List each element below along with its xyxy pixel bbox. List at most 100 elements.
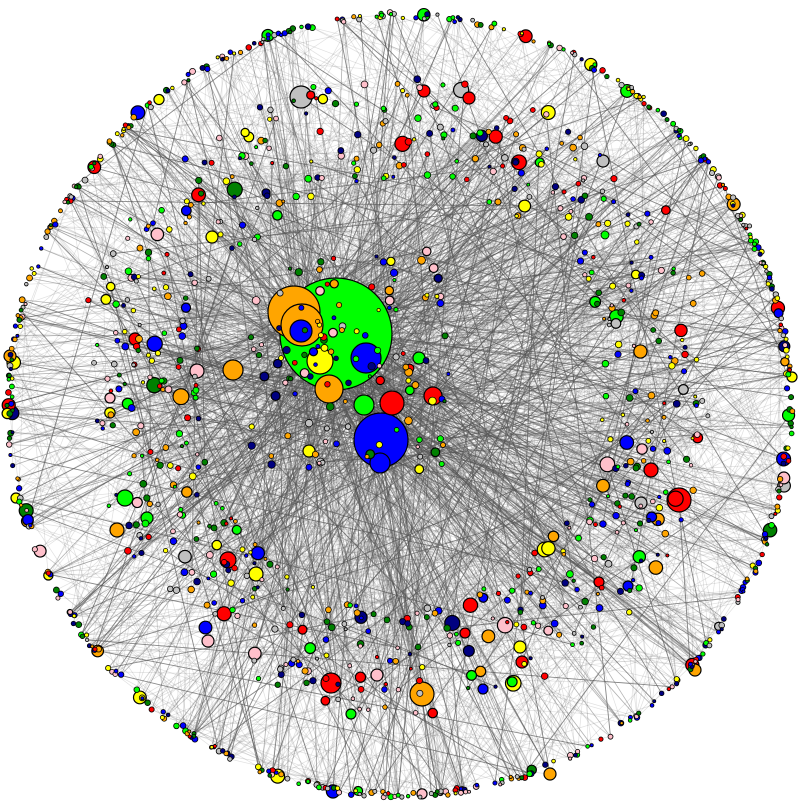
graph-node[interactable] [454,158,459,164]
graph-node[interactable] [145,352,151,358]
graph-node[interactable] [267,116,273,122]
graph-node[interactable] [113,668,119,674]
graph-node[interactable] [616,587,624,595]
graph-node[interactable] [462,644,475,657]
graph-node[interactable] [591,255,596,260]
graph-node[interactable] [146,335,163,353]
graph-node[interactable] [94,418,100,424]
graph-node[interactable] [381,175,387,181]
graph-node[interactable] [481,629,496,644]
graph-node[interactable] [607,317,612,321]
graph-node[interactable] [374,346,382,354]
graph-node[interactable] [133,278,139,284]
graph-node[interactable] [341,621,348,627]
graph-node[interactable] [421,246,432,257]
graph-node[interactable] [347,663,353,669]
graph-node[interactable] [773,308,784,319]
graph-node[interactable] [175,465,182,472]
graph-node[interactable] [341,19,347,25]
graph-node[interactable] [513,131,520,138]
graph-node[interactable] [782,342,788,348]
graph-node[interactable] [623,462,629,469]
graph-node[interactable] [638,558,644,563]
graph-node[interactable] [528,656,533,661]
graph-node[interactable] [591,67,597,73]
graph-node[interactable] [721,616,727,622]
graph-node[interactable] [577,134,583,141]
graph-node[interactable] [210,524,218,532]
graph-node[interactable] [323,425,330,432]
graph-node[interactable] [776,488,782,494]
graph-node[interactable] [109,522,125,538]
graph-node[interactable] [419,664,426,671]
graph-node[interactable] [526,194,533,200]
graph-node[interactable] [370,611,377,618]
graph-node[interactable] [531,39,536,44]
graph-node[interactable] [183,198,190,205]
graph-node[interactable] [778,315,784,322]
graph-node[interactable] [187,585,195,594]
graph-node[interactable] [574,586,580,593]
graph-node[interactable] [229,174,235,179]
graph-node[interactable] [383,792,388,797]
graph-node[interactable] [315,343,321,349]
graph-node[interactable] [433,273,443,283]
graph-node[interactable] [493,684,498,689]
graph-node[interactable] [179,722,187,729]
graph-node[interactable] [424,151,431,157]
graph-node[interactable] [58,208,63,214]
graph-node[interactable] [655,107,661,113]
graph-node[interactable] [414,643,422,651]
graph-node[interactable] [151,286,157,292]
graph-node[interactable] [660,205,671,216]
graph-node[interactable] [601,359,610,368]
graph-node[interactable] [176,326,182,333]
graph-node[interactable] [287,266,292,271]
graph-node[interactable] [357,791,362,797]
graph-node[interactable] [636,221,642,227]
graph-node[interactable] [274,770,279,775]
graph-node[interactable] [436,299,445,308]
graph-node[interactable] [266,560,274,568]
graph-node[interactable] [581,597,589,606]
graph-node[interactable] [707,637,713,643]
graph-node[interactable] [610,175,618,183]
graph-node[interactable] [531,549,538,557]
graph-node[interactable] [599,67,606,74]
graph-node[interactable] [122,381,127,387]
graph-node[interactable] [607,322,612,328]
graph-node[interactable] [324,785,331,792]
graph-node[interactable] [759,551,765,558]
graph-node[interactable] [610,318,622,329]
graph-node[interactable] [364,454,370,460]
graph-node[interactable] [789,424,794,430]
graph-node[interactable] [543,625,554,636]
graph-node[interactable] [517,609,524,615]
graph-node[interactable] [181,79,188,86]
graph-node[interactable] [688,661,693,667]
graph-node[interactable] [354,130,362,139]
graph-node[interactable] [353,155,360,162]
graph-node[interactable] [573,157,578,162]
graph-node[interactable] [370,668,384,682]
graph-node[interactable] [187,734,192,739]
graph-node[interactable] [569,143,577,152]
graph-node[interactable] [491,20,498,27]
graph-node[interactable] [434,789,440,794]
graph-node[interactable] [267,460,276,469]
graph-node[interactable] [357,643,363,649]
graph-node[interactable] [138,549,145,556]
graph-node[interactable] [6,435,13,441]
graph-node[interactable] [509,587,516,594]
graph-node[interactable] [206,576,211,581]
graph-node[interactable] [700,651,706,657]
graph-node[interactable] [494,198,502,206]
graph-node[interactable] [207,523,212,529]
graph-node[interactable] [655,552,660,557]
graph-node[interactable] [582,272,588,278]
graph-node[interactable] [15,476,20,481]
graph-node[interactable] [232,194,237,200]
graph-node[interactable] [744,576,750,582]
graph-node[interactable] [512,159,519,166]
graph-node[interactable] [588,269,595,276]
